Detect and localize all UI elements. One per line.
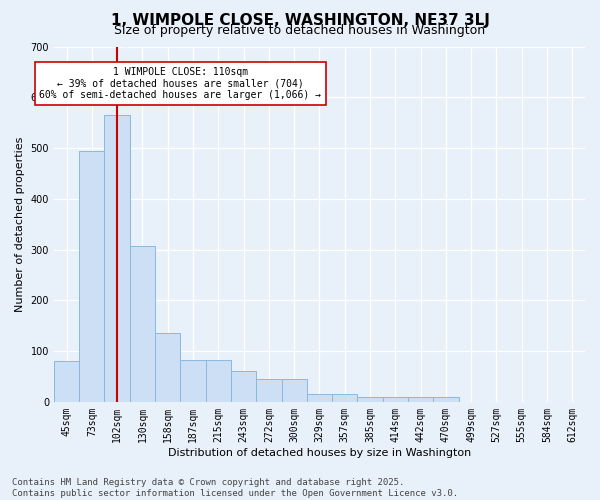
Bar: [181, 360, 206, 402]
Bar: [79, 150, 104, 402]
Text: Size of property relative to detached houses in Washington: Size of property relative to detached ho…: [115, 24, 485, 37]
Bar: [130, 246, 155, 402]
Y-axis label: Number of detached properties: Number of detached properties: [15, 136, 25, 312]
Bar: [408, 397, 433, 402]
Text: Contains HM Land Registry data © Crown copyright and database right 2025.
Contai: Contains HM Land Registry data © Crown c…: [12, 478, 458, 498]
Bar: [54, 361, 79, 402]
Bar: [358, 397, 383, 402]
Bar: [256, 379, 281, 402]
X-axis label: Distribution of detached houses by size in Washington: Distribution of detached houses by size …: [168, 448, 471, 458]
Bar: [383, 397, 408, 402]
Text: 1 WIMPOLE CLOSE: 110sqm
← 39% of detached houses are smaller (704)
60% of semi-d: 1 WIMPOLE CLOSE: 110sqm ← 39% of detache…: [40, 67, 322, 100]
Bar: [332, 394, 358, 402]
Bar: [307, 394, 332, 402]
Bar: [155, 334, 181, 402]
Bar: [104, 115, 130, 402]
Bar: [231, 372, 256, 402]
Bar: [433, 397, 458, 402]
Bar: [281, 379, 307, 402]
Bar: [206, 360, 231, 402]
Text: 1, WIMPOLE CLOSE, WASHINGTON, NE37 3LJ: 1, WIMPOLE CLOSE, WASHINGTON, NE37 3LJ: [110, 12, 490, 28]
